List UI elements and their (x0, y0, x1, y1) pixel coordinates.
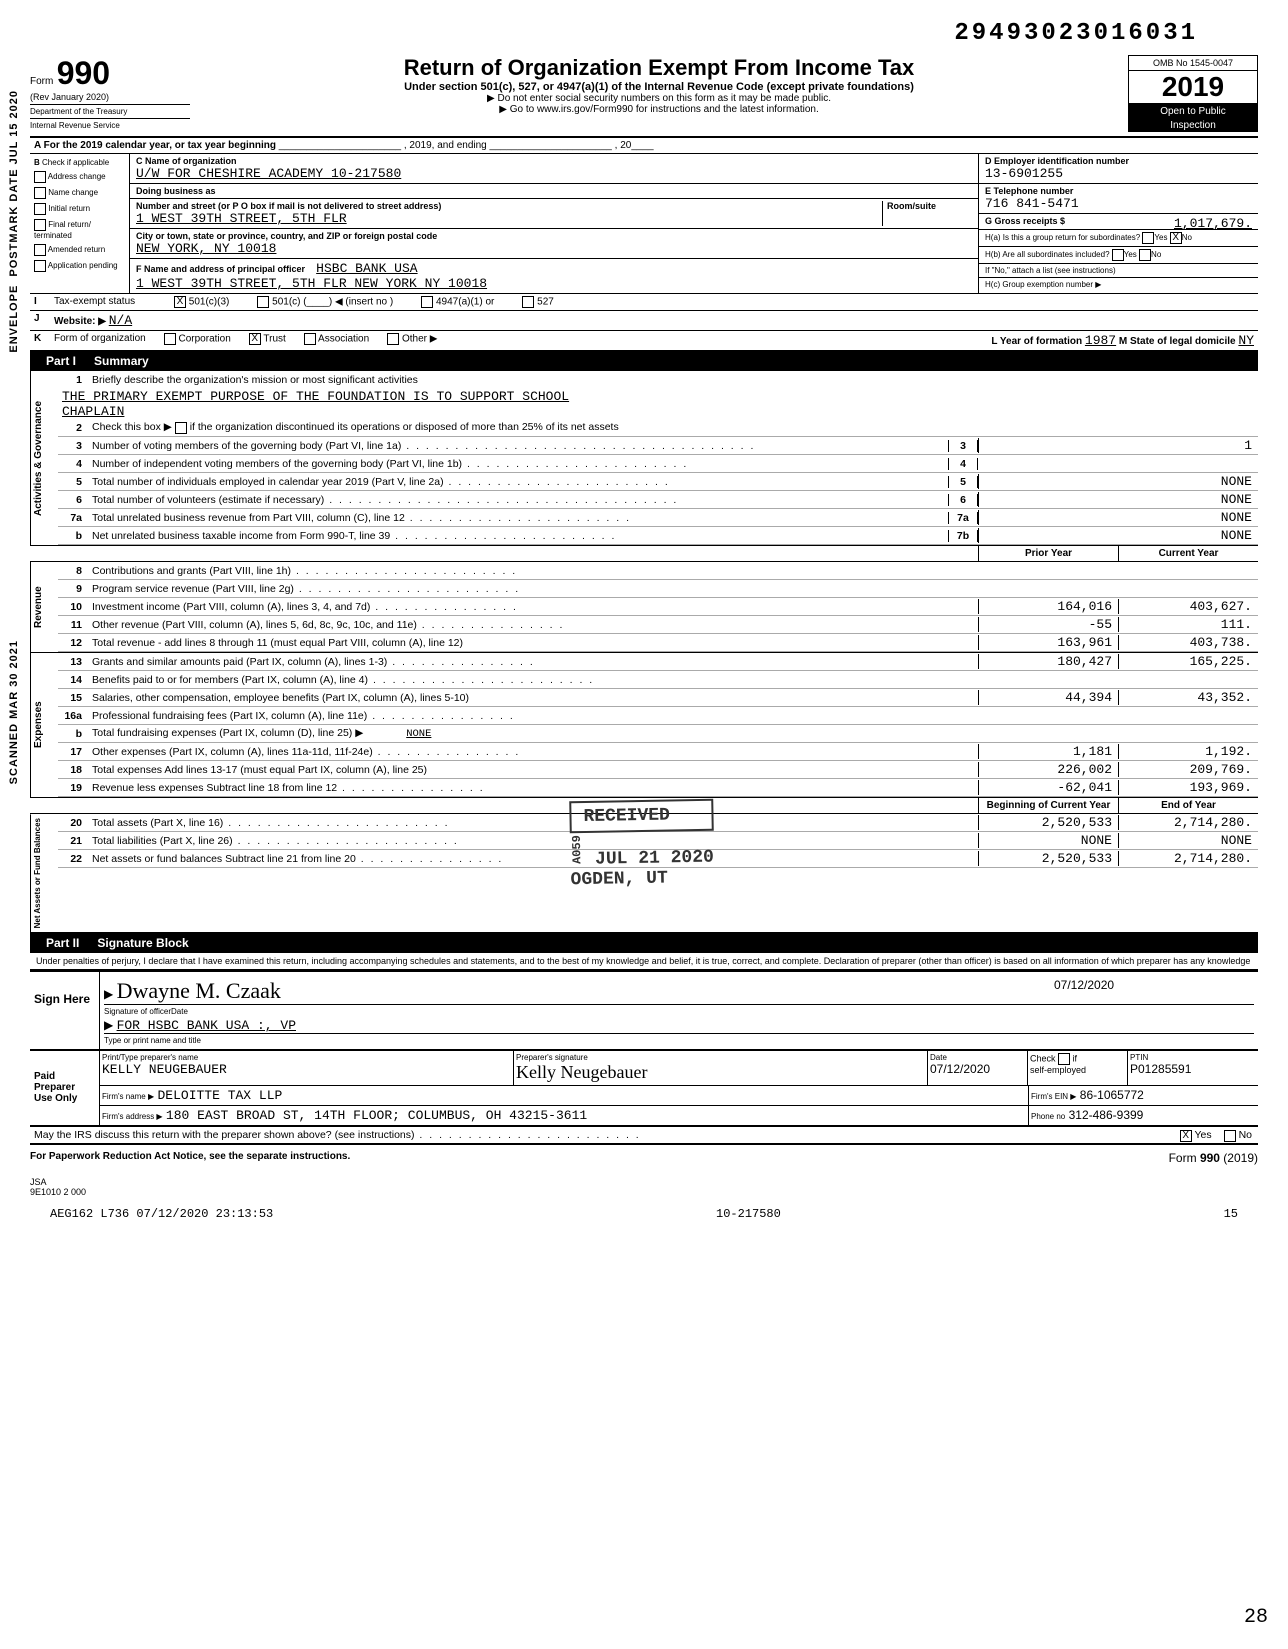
checkbox-amended[interactable] (34, 244, 46, 256)
net-section: Net Assets or Fund Balances 20Total asse… (30, 814, 1258, 933)
part-ii-header: Part IISignature Block (30, 933, 1258, 953)
line-a: A For the 2019 calendar year, or tax yea… (30, 138, 1258, 154)
checkbox-assoc[interactable] (304, 333, 316, 345)
scanned-side-text: SCANNED MAR 30 2021 (8, 640, 20, 784)
form-number-box: Form 990 (Rev January 2020) Department o… (30, 55, 190, 130)
checkbox-name-change[interactable] (34, 187, 46, 199)
postmark-side-text: ENVELOPE POSTMARK DATE JUL 15 2020 (8, 90, 20, 353)
entity-main: C Name of organizationU/W FOR CHESHIRE A… (130, 154, 978, 293)
penalty-text: Under penalties of perjury, I declare th… (30, 953, 1258, 970)
mission-text-2: CHAPLAIN (58, 404, 1258, 419)
checkbox-501c3[interactable]: X (174, 296, 186, 308)
preparer-signature: Kelly Neugebauer (516, 1062, 925, 1083)
jsa-label: JSA (30, 1177, 1258, 1187)
part-i-header: Part ISummary (30, 351, 1258, 371)
preparer-block: Paid Preparer Use Only Print/Type prepar… (30, 1049, 1258, 1127)
checkbox-527[interactable] (522, 296, 534, 308)
checkbox-4947[interactable] (421, 296, 433, 308)
dln: 29493023016031 (30, 20, 1258, 47)
checkbox-other[interactable] (387, 333, 399, 345)
checkbox-discuss-yes[interactable]: X (1180, 1130, 1192, 1142)
checkbox-discontinued[interactable] (175, 422, 187, 434)
governance-section: Activities & Governance 1Briefly describ… (30, 371, 1258, 546)
checkbox-hb-no[interactable] (1139, 249, 1151, 261)
expenses-section: Expenses 13Grants and similar amounts pa… (30, 653, 1258, 798)
jsa-code: 9E1010 2 000 (30, 1187, 1258, 1197)
checkbox-ha-no[interactable]: X (1170, 232, 1182, 244)
revenue-section: Revenue 8Contributions and grants (Part … (30, 562, 1258, 653)
checkbox-trust[interactable]: X (249, 333, 261, 345)
line-j: J Website: ▶ N/A (30, 311, 1258, 331)
checkbox-self-emp[interactable] (1058, 1053, 1070, 1065)
year-cols-header: Prior Year Current Year (30, 546, 1258, 562)
checkbox-addr-change[interactable] (34, 171, 46, 183)
entity-block: B Check if applicable Address change Nam… (30, 154, 1258, 294)
check-col-b: B Check if applicable Address change Nam… (30, 154, 130, 293)
form-title: Return of Organization Exempt From Incom… (200, 55, 1118, 81)
omb-box: OMB No 1545-0047 2019 Open to Public Ins… (1128, 55, 1258, 132)
entity-right: D Employer identification number13-69012… (978, 154, 1258, 293)
checkbox-hb-yes[interactable] (1112, 249, 1124, 261)
form-title-box: Return of Organization Exempt From Incom… (190, 55, 1128, 115)
form-header: Form 990 (Rev January 2020) Department o… (30, 55, 1258, 138)
checkbox-final[interactable] (34, 219, 46, 231)
checkbox-discuss-no[interactable] (1224, 1130, 1236, 1142)
discuss-row: May the IRS discuss this return with the… (30, 1127, 1258, 1145)
mission-text-1: THE PRIMARY EXEMPT PURPOSE OF THE FOUNDA… (58, 389, 1258, 404)
footer-row: For Paperwork Reduction Act Notice, see … (30, 1151, 1258, 1165)
officer-signature: Dwayne M. Czaak (117, 978, 281, 1003)
checkbox-ha-yes[interactable] (1142, 232, 1154, 244)
checkbox-pending[interactable] (34, 260, 46, 272)
checkbox-corp[interactable] (164, 333, 176, 345)
jsa-footer: AEG162 L736 07/12/2020 23:13:53 10-21758… (30, 1207, 1258, 1221)
page-number: 28 (1244, 1606, 1268, 1629)
line-k: K Form of organization Corporation X Tru… (30, 331, 1258, 351)
checkbox-501c[interactable] (257, 296, 269, 308)
checkbox-initial[interactable] (34, 203, 46, 215)
sign-here-block: Sign Here ▶ Dwayne M. Czaak 07/12/2020 S… (30, 970, 1258, 1049)
line-i: I Tax-exempt status X 501(c)(3) 501(c) (… (30, 294, 1258, 311)
net-cols-header: Beginning of Current Year End of Year (30, 798, 1258, 814)
